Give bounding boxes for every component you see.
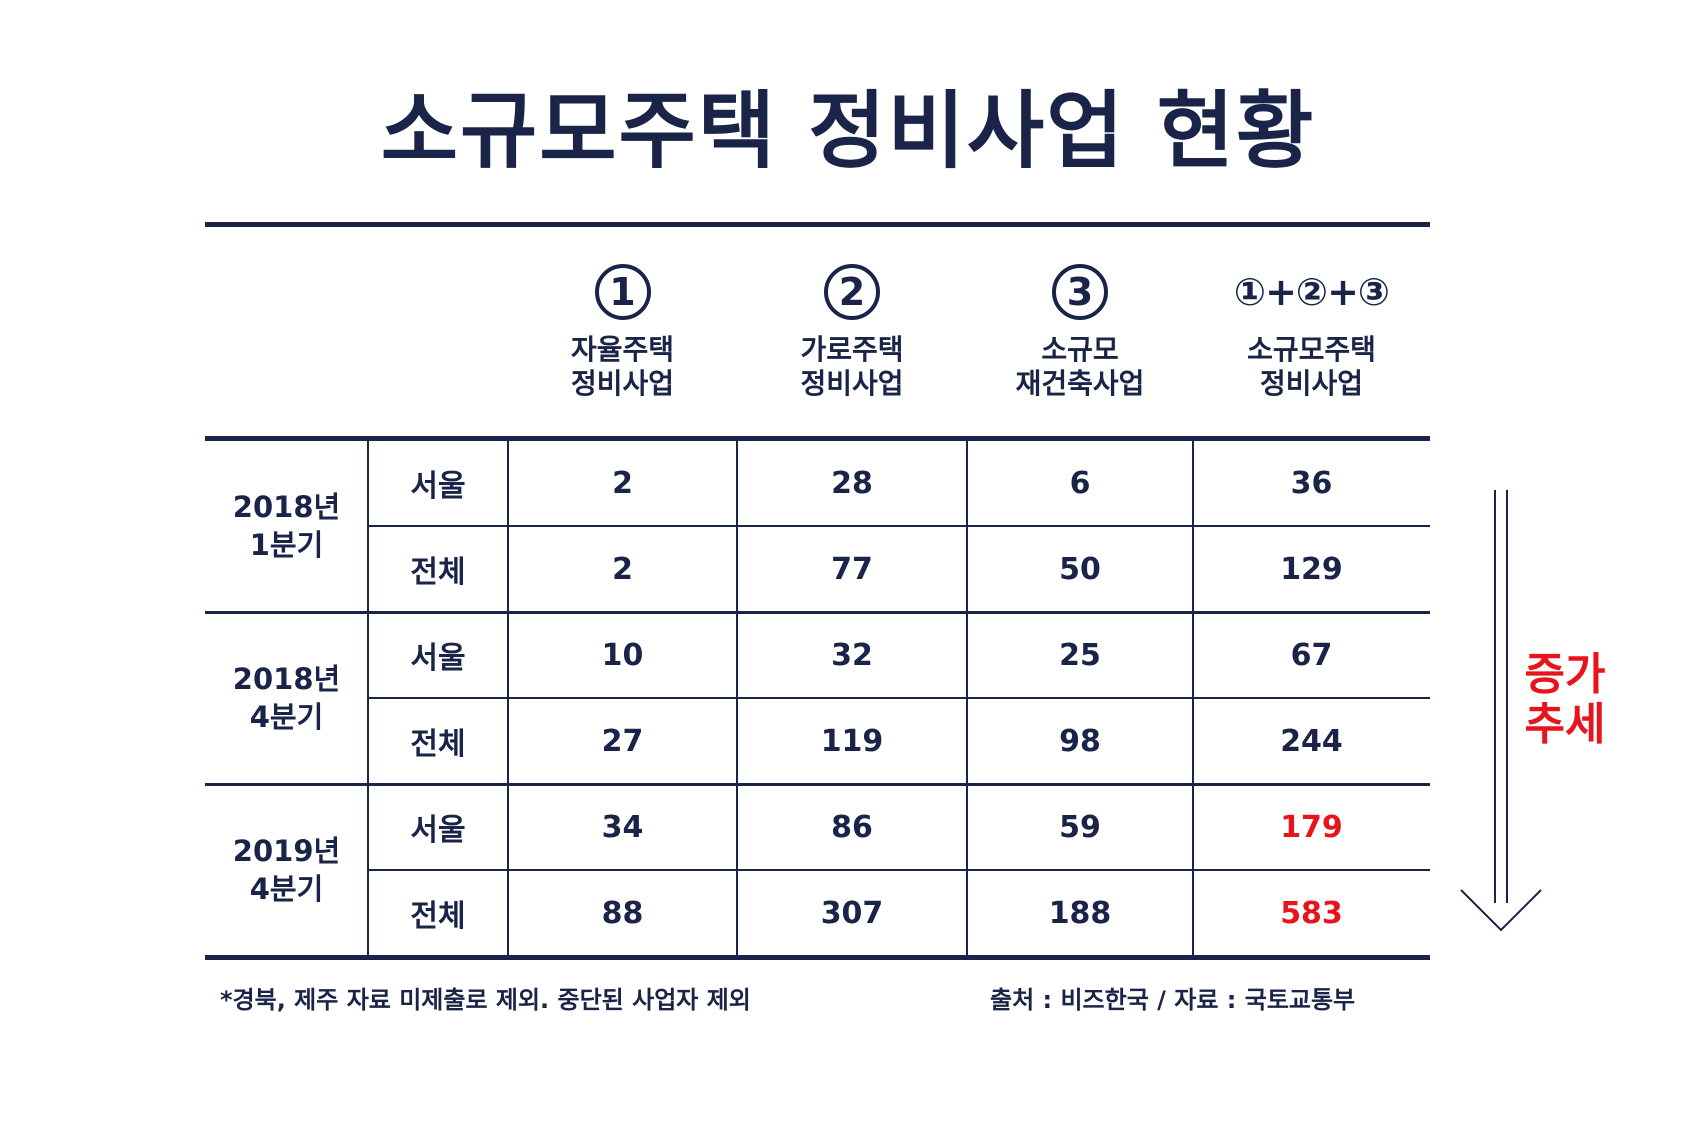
region-label: 전체: [410, 555, 466, 590]
table-bottom-rule: [205, 955, 1430, 960]
table-cell: 129: [1280, 551, 1343, 587]
table-cell: 583: [1280, 895, 1343, 931]
table-cell: 6: [1069, 465, 1091, 501]
column-rule: [736, 440, 738, 956]
column-mark-2: 2: [737, 262, 967, 322]
table-cell: 28: [831, 465, 873, 501]
table-cell: 119: [820, 723, 884, 759]
table-cell: 67: [1290, 637, 1333, 673]
table-cell: 77: [831, 551, 873, 587]
period-label: 2019년 4분기: [232, 834, 341, 906]
group-rule: [205, 783, 1430, 786]
column-mark-3: 3: [967, 262, 1193, 322]
table-cell: 25: [1059, 637, 1101, 673]
table-cell: 36: [1290, 465, 1333, 501]
table-cell: 86: [831, 809, 873, 845]
circled-number: 3: [1052, 264, 1108, 320]
table-cell: 307: [820, 895, 884, 931]
period-label: 2018년 4분기: [232, 662, 341, 734]
trend-label: 증가 추세: [1524, 649, 1606, 750]
table-cell: 59: [1059, 809, 1101, 845]
region-label: 서울: [410, 641, 466, 676]
table-cell: 10: [601, 637, 644, 673]
column-mark-4: ①+②+③: [1193, 262, 1430, 322]
table-cell: 244: [1280, 723, 1343, 759]
column-rule: [507, 440, 509, 956]
column-header: 자율주택 정비사업: [570, 333, 675, 400]
table-cell: 2: [612, 551, 633, 587]
table-top-rule: [205, 222, 1430, 227]
row-rule: [368, 697, 1430, 699]
table-header-rule: [205, 436, 1430, 441]
table-cell: 2: [612, 465, 633, 501]
column-rule: [1192, 440, 1194, 956]
column-header: 소규모주택 정비사업: [1247, 333, 1376, 400]
table-cell: 88: [601, 895, 644, 931]
table-cell: 27: [601, 723, 644, 759]
column-mark-1: 1: [508, 262, 737, 322]
column-rule: [367, 440, 369, 956]
column-rule: [966, 440, 968, 956]
circled-number: 1: [594, 264, 651, 320]
period-label: 2018년 1분기: [232, 490, 341, 562]
row-rule: [368, 525, 1430, 527]
footnote-note: *경북, 제주 자료 미제출로 제외. 중단된 사업자 제외: [220, 986, 751, 1014]
table-cell: 98: [1059, 723, 1101, 759]
region-label: 서울: [410, 813, 466, 848]
circled-number: 2: [824, 264, 880, 320]
footnote-source: 출처 : 비즈한국 / 자료 : 국토교통부: [990, 986, 1356, 1014]
page-title: 소규모주택 정비사업 현황: [380, 82, 1316, 180]
table-cell: 34: [601, 809, 644, 845]
group-rule: [205, 611, 1430, 614]
table-cell: 188: [1048, 895, 1112, 931]
table-cell: 50: [1059, 551, 1101, 587]
column-header: 소규모 재건축사업: [1015, 333, 1145, 400]
region-label: 전체: [410, 727, 466, 762]
table-cell: 32: [831, 637, 873, 673]
sum-mark: ①+②+③: [1233, 270, 1390, 314]
region-label: 전체: [410, 899, 466, 934]
down-arrow-icon: [1460, 490, 1542, 932]
row-rule: [368, 869, 1430, 871]
column-header: 가로주택 정비사업: [800, 333, 904, 400]
table-cell: 179: [1280, 809, 1343, 845]
region-label: 서울: [410, 469, 466, 504]
